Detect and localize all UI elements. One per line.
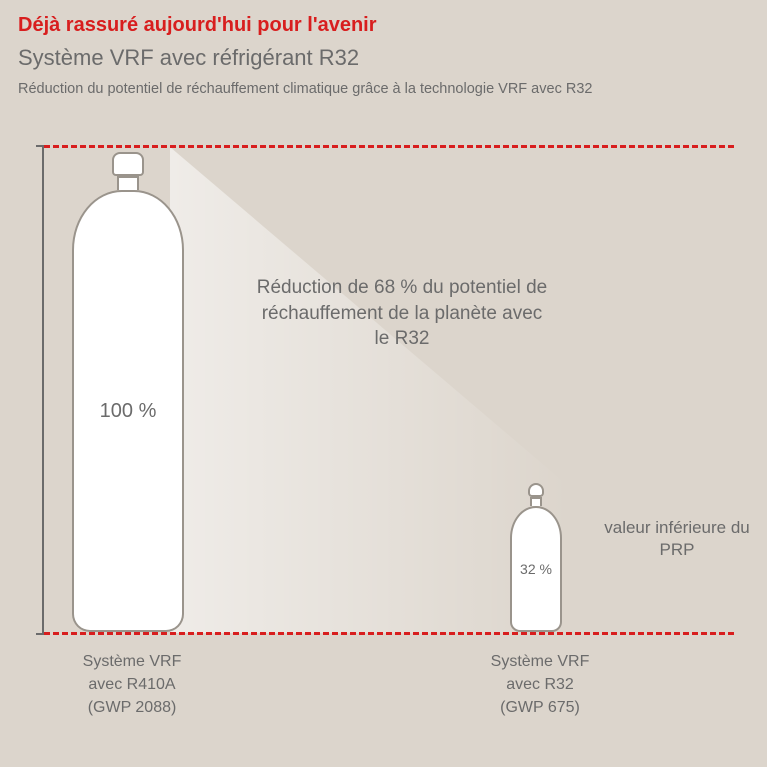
cylinder-left-percent: 100 % bbox=[100, 400, 157, 423]
bottom-label-left: Système VRF avec R410A (GWP 2088) bbox=[52, 650, 212, 720]
cylinder-left: 100 % bbox=[72, 190, 184, 632]
title-red: Déjà rassuré aujourd'hui pour l'avenir bbox=[18, 14, 749, 37]
dashed-line-bottom bbox=[44, 632, 734, 635]
header: Déjà rassuré aujourd'hui pour l'avenir S… bbox=[0, 0, 767, 97]
cylinder-neck-icon bbox=[530, 497, 542, 506]
bottom-label-line: (GWP 2088) bbox=[88, 699, 177, 716]
cylinder-right-percent: 32 % bbox=[520, 561, 552, 577]
title-gray: Système VRF avec réfrigérant R32 bbox=[18, 45, 749, 71]
center-reduction-text: Réduction de 68 % du potentiel de réchau… bbox=[252, 275, 552, 352]
chart-area: Potentiel de réchauffement de la planète… bbox=[42, 145, 742, 635]
bottom-label-line: (GWP 675) bbox=[500, 699, 580, 716]
side-prp-text: valeur inférieure du PRP bbox=[602, 517, 752, 561]
y-axis bbox=[42, 147, 44, 633]
cylinder-cap-icon bbox=[528, 483, 544, 497]
cylinder-body: 32 % bbox=[510, 506, 562, 632]
y-tick-bottom bbox=[36, 633, 44, 635]
bottom-label-line: Système VRF bbox=[491, 653, 590, 670]
cylinder-cap-icon bbox=[112, 152, 144, 176]
y-tick-top bbox=[36, 145, 44, 147]
dashed-line-top bbox=[44, 145, 734, 148]
cylinder-right: 32 % bbox=[510, 506, 562, 632]
cylinder-body: 100 % bbox=[72, 190, 184, 632]
subtitle: Réduction du potentiel de réchauffement … bbox=[18, 81, 749, 97]
cylinder-neck-icon bbox=[117, 176, 139, 190]
bottom-label-right: Système VRF avec R32 (GWP 675) bbox=[460, 650, 620, 720]
bottom-label-line: Système VRF bbox=[83, 653, 182, 670]
bottom-label-line: avec R32 bbox=[506, 676, 574, 693]
bottom-label-line: avec R410A bbox=[88, 676, 175, 693]
